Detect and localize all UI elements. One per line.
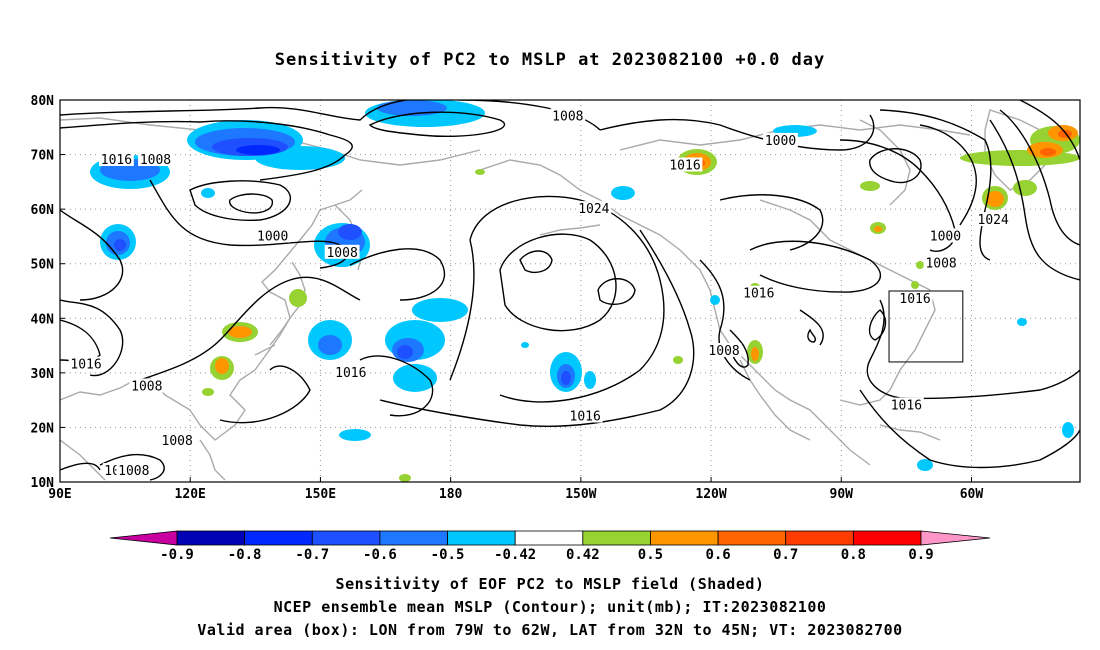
contour-label: 1024: [578, 202, 609, 217]
contour-label-bg: [763, 132, 798, 147]
lon-tick-label: 120E: [175, 487, 206, 502]
contour-label: 1008: [326, 246, 357, 261]
colorbar-left-tip: [109, 530, 178, 546]
contour-label: 10: [104, 464, 120, 479]
mslp-contours: [60, 100, 1080, 481]
colorbar-segment: [785, 530, 854, 546]
plot-frame: [59, 99, 1081, 483]
contour-label: 1016: [570, 410, 601, 425]
contour-label: 1008: [162, 434, 193, 449]
contour-labels: 1008 1016 1000 1016 1008 1016 1024 1000 1008 1000…: [68, 108, 1011, 479]
lon-tick-label: 90W: [830, 487, 854, 502]
lat-tick-label: 50N: [31, 258, 55, 273]
contour-label-bg: [928, 228, 963, 243]
contour-label-bg: [68, 356, 104, 371]
contour-label: 1008: [131, 380, 162, 395]
colorbar-label: 0.42: [566, 547, 600, 563]
lon-tick-label: 120W: [695, 487, 726, 502]
colorbar-segment: [447, 530, 516, 546]
lon-tick-label: 150E: [305, 487, 336, 502]
colorbar-label: 0.7: [773, 547, 798, 563]
colorbar-label: 0.5: [638, 547, 663, 563]
valid-area-box: [888, 290, 964, 363]
colorbar-segment: [176, 530, 246, 546]
contour-label: 1016: [669, 158, 700, 173]
colorbar-segment: [514, 530, 584, 546]
footer-line-1: Sensitivity of EOF PC2 to MSLP field (Sh…: [335, 575, 765, 593]
contour-label: 1016: [335, 366, 366, 381]
contour-label: 1000: [765, 134, 796, 149]
lon-tick-label: 90E: [48, 487, 71, 502]
lat-tick-label: 30N: [31, 367, 55, 382]
contour-label: 1024: [978, 213, 1009, 228]
map-title: Sensitivity of PC2 to MSLP at 2023082100…: [274, 50, 826, 70]
contour-label-bg: [888, 397, 924, 412]
contour-label: 1016: [70, 358, 101, 373]
colorbar-label: -0.42: [494, 547, 536, 563]
contour-label-bg: [576, 201, 612, 216]
colorbar-label: -0.9: [160, 547, 194, 563]
contour-label-bg: [333, 364, 369, 379]
colorbar-label: 0.6: [705, 547, 730, 563]
colorbar-label: 0.8: [841, 547, 866, 563]
colorbar-segment: [311, 530, 381, 546]
contour-label: 1016: [899, 292, 930, 307]
contour-label-bg: [255, 228, 291, 243]
contour-label-bg: [324, 244, 360, 259]
contour-label-bg: [706, 343, 742, 358]
colorbar-label: 0.9: [908, 547, 933, 563]
contour-label: 1000: [930, 229, 961, 244]
lat-tick-label: 10N: [31, 476, 55, 491]
contour-label: 1008: [925, 257, 956, 272]
colorbar-right-tip: [920, 530, 991, 546]
contour-label: 1016: [891, 399, 922, 414]
colorbar-segment: [717, 530, 787, 546]
colorbar-segment: [582, 530, 651, 546]
contour-label-bg: [550, 108, 586, 123]
lat-tick-label: 40N: [31, 312, 55, 327]
colorbar-label: -0.8: [228, 547, 262, 563]
contour-label-bg: [897, 291, 933, 306]
lon-tick-label: 60W: [960, 487, 984, 502]
lat-tick-label: 60N: [31, 203, 55, 218]
footer-line-3: Valid area (box): LON from 79W to 62W, L…: [197, 621, 903, 639]
contour-label: 1008: [118, 464, 149, 479]
contour-label-bg: [159, 433, 195, 448]
contour-label: 1000: [257, 229, 288, 244]
sensitivity-map: 1008 1016 1000 1016 1008 1016 1024 1000 1008 1000…: [31, 94, 1081, 563]
colorbar-segment: [650, 530, 719, 546]
contour-label-bg: [975, 212, 1011, 227]
contour-label-bg: [667, 157, 703, 172]
contour-label-bg: [138, 152, 173, 167]
contour-label-bg: [567, 408, 603, 423]
lon-tick-label: 150W: [565, 487, 596, 502]
colorbar-label: -0.5: [431, 547, 465, 563]
contour-label-bg: [99, 152, 134, 167]
contour-label-bg: [923, 255, 959, 270]
colorbar-segment: [852, 530, 922, 546]
contour-label: 1016: [101, 153, 132, 168]
lat-tick-label: 80N: [31, 94, 55, 109]
contour-label-bg: [741, 285, 777, 300]
contour-label: 1008: [552, 109, 583, 124]
contour-label-bg: [116, 463, 152, 478]
colorbar: -0.9 -0.8 -0.7 -0.6 -0.5 -0.42 0.42 0.5 0.6 0.7 0.…: [109, 530, 991, 563]
colorbar-label: -0.7: [295, 547, 329, 563]
lat-tick-label: 70N: [31, 149, 55, 164]
lon-tick-label: 180: [439, 487, 463, 502]
gridlines: [60, 100, 1080, 482]
footer-line-2: NCEP ensemble mean MSLP (Contour); unit(…: [273, 598, 827, 616]
colorbar-segment: [379, 530, 448, 546]
contour-label-bg: [129, 378, 165, 393]
contour-label: 1008: [708, 344, 739, 359]
colorbar-label: -0.6: [363, 547, 397, 563]
lat-tick-label: 20N: [31, 421, 55, 436]
colorbar-segment: [244, 530, 313, 546]
contour-label: 1016: [743, 287, 774, 302]
contour-label: 1008: [140, 153, 171, 168]
